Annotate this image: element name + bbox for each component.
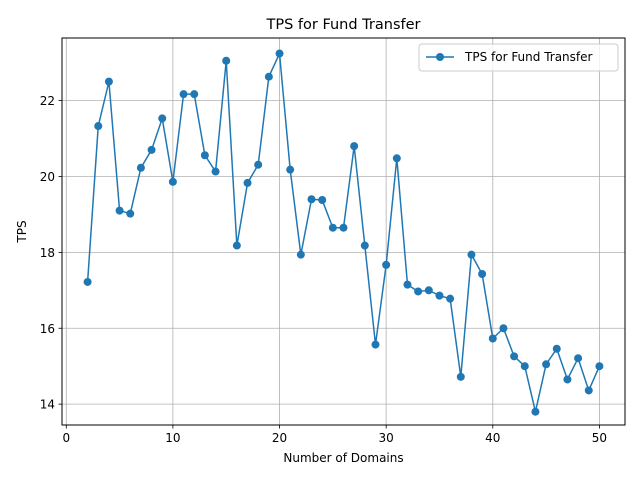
- data-point: [478, 269, 487, 278]
- data-point: [318, 196, 327, 205]
- data-point: [595, 362, 604, 371]
- x-tick-label: 40: [485, 431, 500, 445]
- series-layer: [83, 49, 604, 416]
- y-axis-label: TPS: [15, 220, 29, 243]
- x-tick-label: 20: [272, 431, 287, 445]
- legend-box: [418, 43, 619, 72]
- data-point: [467, 250, 476, 259]
- data-point: [563, 375, 572, 384]
- data-point: [392, 154, 401, 163]
- x-tick-label: 0: [62, 431, 70, 445]
- data-point: [200, 151, 209, 160]
- grid-lines: [62, 38, 625, 425]
- data-point: [232, 241, 241, 250]
- data-point: [264, 72, 273, 81]
- data-point: [115, 206, 124, 215]
- data-point: [350, 142, 359, 151]
- y-tick-label: 18: [40, 246, 55, 260]
- data-point: [382, 260, 391, 269]
- y-tick-label: 16: [40, 322, 55, 336]
- data-point: [435, 291, 444, 300]
- data-point: [499, 324, 508, 333]
- data-point: [584, 386, 593, 395]
- x-axis-label: Number of Domains: [283, 451, 403, 465]
- x-axis-ticks: 0 10 20 30 40 50: [62, 425, 607, 445]
- y-axis-ticks: 14 16 18 20 22: [40, 94, 62, 412]
- data-point: [371, 340, 380, 349]
- data-point: [94, 122, 103, 131]
- data-point: [158, 114, 167, 123]
- data-point: [104, 77, 113, 86]
- data-point: [403, 280, 412, 289]
- x-tick-label: 50: [592, 431, 607, 445]
- legend: TPS for Fund Transfer: [418, 43, 619, 72]
- y-tick-label: 22: [40, 94, 55, 108]
- data-point: [360, 241, 369, 250]
- data-point: [307, 195, 316, 204]
- y-tick-label: 20: [40, 170, 55, 184]
- y-tick-label: 14: [40, 398, 55, 412]
- data-point: [126, 209, 135, 218]
- data-point: [510, 352, 519, 361]
- data-point: [83, 277, 92, 286]
- data-point: [414, 287, 423, 296]
- legend-marker-sample: [436, 53, 444, 61]
- data-point: [211, 167, 220, 176]
- data-point: [542, 360, 551, 369]
- data-point: [275, 49, 284, 58]
- data-point: [168, 177, 177, 186]
- plot-frame: [61, 37, 626, 426]
- data-point: [456, 372, 465, 381]
- data-point: [446, 294, 455, 303]
- data-point: [254, 160, 263, 169]
- data-point: [424, 286, 433, 295]
- x-tick-label: 30: [379, 431, 394, 445]
- data-point: [136, 163, 145, 172]
- data-point: [520, 362, 529, 371]
- data-point: [552, 344, 561, 353]
- x-tick-label: 10: [165, 431, 180, 445]
- chart-title: TPS for Fund Transfer: [265, 17, 420, 33]
- data-point: [531, 407, 540, 416]
- data-point: [190, 90, 199, 99]
- data-point: [328, 223, 337, 232]
- data-point: [574, 354, 583, 363]
- data-point: [339, 223, 348, 232]
- data-point: [286, 165, 295, 174]
- data-point: [179, 90, 188, 99]
- data-point: [222, 56, 231, 65]
- data-point: [488, 334, 497, 343]
- data-point: [147, 145, 156, 154]
- legend-label: TPS for Fund Transfer: [464, 50, 593, 64]
- data-point: [243, 178, 252, 187]
- data-point: [296, 250, 305, 259]
